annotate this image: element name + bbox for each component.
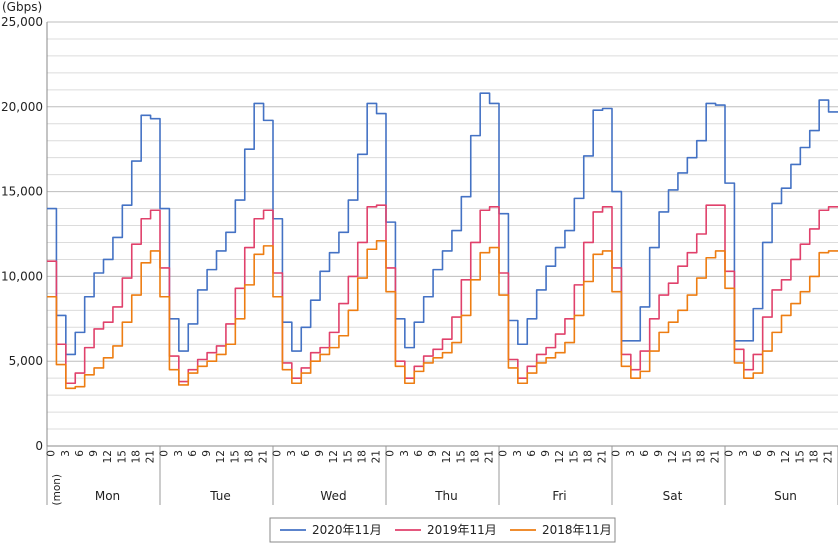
hour-tick-label: 12: [441, 450, 453, 463]
hour-tick-label: 9: [201, 450, 213, 457]
grid: [47, 21, 838, 430]
first-day-marker: (mon): [51, 474, 63, 506]
hour-tick-label: 0: [724, 450, 736, 457]
hour-tick-label: 6: [300, 450, 312, 457]
hour-tick-label: 3: [286, 450, 298, 457]
hour-tick-label: 6: [639, 450, 651, 457]
hour-tick-label: 0: [498, 450, 510, 457]
legend-entry: 2018年11月: [542, 523, 612, 537]
hour-tick-label: 0: [611, 450, 623, 457]
hour-tick-label: 6: [74, 450, 86, 457]
hour-tick-label: 12: [667, 450, 679, 463]
hour-tick-label: 12: [328, 450, 340, 463]
hour-tick-label: 18: [243, 450, 255, 463]
hour-tick-label: 21: [145, 450, 157, 463]
hour-tick-label: 6: [526, 450, 538, 457]
hour-tick-label: 3: [173, 450, 185, 457]
hour-tick-label: 6: [752, 450, 764, 457]
hour-tick-label: 21: [258, 450, 270, 463]
hour-tick-label: 18: [130, 450, 142, 463]
y-tick-label: 0: [35, 439, 43, 453]
series-line: [47, 92, 838, 356]
hour-tick-label: 0: [46, 450, 58, 457]
hour-tick-label: 15: [342, 450, 354, 463]
y-tick-label: 25,000: [1, 15, 43, 29]
hour-tick-label: 12: [215, 450, 227, 463]
y-tick-label: 5,000: [9, 354, 43, 368]
hour-tick-label: 15: [568, 450, 580, 463]
hour-tick-label: 18: [582, 450, 594, 463]
hour-tick-label: 15: [229, 450, 241, 463]
hour-tick-label: 18: [356, 450, 368, 463]
hour-tick-label: 9: [653, 450, 665, 457]
hour-tick-label: 21: [484, 450, 496, 463]
hour-tick-label: 21: [823, 450, 835, 463]
y-tick-label: 15,000: [1, 185, 43, 199]
hour-tick-label: 3: [60, 450, 72, 457]
hour-tick-label: 6: [187, 450, 199, 457]
hour-tick-label: 9: [766, 450, 778, 457]
hour-tick-label: 3: [512, 450, 524, 457]
hour-tick-label: 0: [272, 450, 284, 457]
hour-tick-label: 18: [808, 450, 820, 463]
legend: 2020年11月 2019年11月 2018年11月: [269, 517, 616, 543]
y-tick-label: 10,000: [1, 269, 43, 283]
day-label: Mon: [95, 489, 120, 503]
hour-tick-label: 3: [738, 450, 750, 457]
hour-tick-label: 0: [385, 450, 397, 457]
day-label: Fri: [552, 489, 566, 503]
y-tick-label: 20,000: [1, 100, 43, 114]
hour-tick-label: 15: [681, 450, 693, 463]
legend-entry: 2020年11月: [312, 523, 382, 537]
series: [47, 92, 838, 390]
hour-tick-label: 9: [88, 450, 100, 457]
day-label: Wed: [320, 489, 346, 503]
hour-tick-label: 15: [455, 450, 467, 463]
hour-tick-label: 18: [469, 450, 481, 463]
hour-tick-label: 18: [695, 450, 707, 463]
hour-tick-label: 12: [102, 450, 114, 463]
hour-tick-label: 12: [780, 450, 792, 463]
hour-tick-label: 21: [597, 450, 609, 463]
hour-tick-label: 3: [399, 450, 411, 457]
hour-tick-label: 12: [554, 450, 566, 463]
hour-tick-label: 21: [371, 450, 383, 463]
series-line: [47, 239, 838, 390]
hour-tick-label: 9: [540, 450, 552, 457]
hour-tick-label: 9: [314, 450, 326, 457]
hour-tick-label: 6: [413, 450, 425, 457]
day-label: Thu: [434, 489, 458, 503]
y-unit-label: (Gbps): [2, 0, 42, 14]
day-label: Tue: [209, 489, 231, 503]
hour-tick-label: 3: [625, 450, 637, 457]
day-label: Sat: [663, 489, 683, 503]
legend-entry: 2019年11月: [427, 523, 497, 537]
day-label: Sun: [774, 489, 797, 503]
legend-box: [269, 517, 616, 543]
hour-tick-label: 0: [159, 450, 171, 457]
hour-tick-label: 15: [794, 450, 806, 463]
hour-tick-label: 9: [427, 450, 439, 457]
axes: [46, 22, 838, 505]
hour-tick-label: 15: [116, 450, 128, 463]
hour-tick-label: 21: [710, 450, 722, 463]
